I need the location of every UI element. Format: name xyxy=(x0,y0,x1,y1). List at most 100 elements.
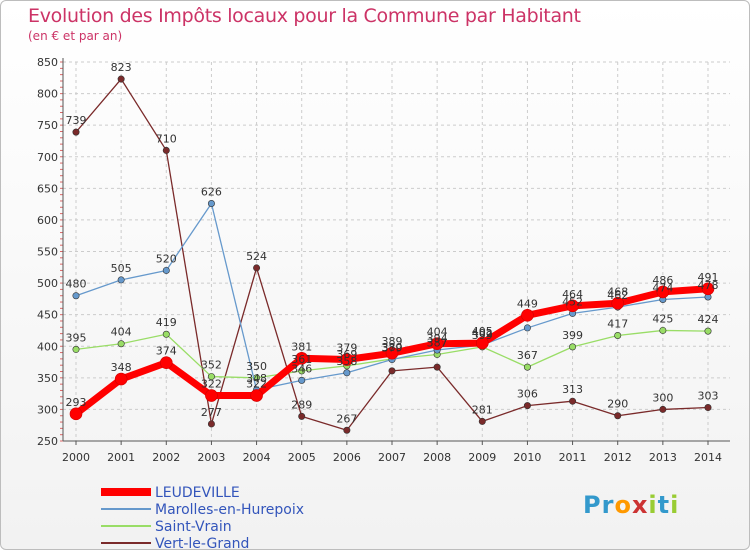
x-tick-label: 2012 xyxy=(604,451,632,464)
data-label: 524 xyxy=(246,250,267,263)
data-label: 394 xyxy=(427,332,448,345)
data-point-saint-vrain xyxy=(117,340,125,348)
logo-letter: t xyxy=(657,491,671,519)
data-point-vert-le-grand xyxy=(523,402,531,410)
axes: 250 300 350 400 450 500 550 600 650 700 750 800 850 2… xyxy=(37,56,730,464)
data-point-saint-vrain xyxy=(614,332,622,340)
proxiti-logo: Proxiti xyxy=(583,491,679,519)
y-tick-label: 400 xyxy=(37,340,58,353)
data-label: 369 xyxy=(336,348,357,361)
data-point-vert-le-grand xyxy=(207,420,215,428)
logo-letter: o xyxy=(614,491,632,519)
y-tick-label: 500 xyxy=(37,277,58,290)
logo-letter: x xyxy=(631,491,649,519)
y-tick-label: 550 xyxy=(37,246,58,259)
data-label: 395 xyxy=(66,331,87,344)
y-tick-label: 650 xyxy=(37,182,58,195)
data-point-marolles-en-hurepoix xyxy=(72,292,80,300)
data-label: 352 xyxy=(201,359,222,372)
data-label: 379 xyxy=(336,342,357,355)
data-label: 380 xyxy=(382,341,403,354)
data-label: 486 xyxy=(652,274,673,287)
data-point-marolles-en-hurepoix xyxy=(207,199,215,207)
data-point-leudeville xyxy=(159,356,173,369)
data-label: 361 xyxy=(291,353,312,366)
data-label: 739 xyxy=(66,114,87,127)
data-label: 505 xyxy=(111,262,132,275)
data-label: 374 xyxy=(156,345,177,358)
data-point-saint-vrain xyxy=(704,327,712,335)
data-point-vert-le-grand xyxy=(433,363,441,371)
data-label: 389 xyxy=(382,335,403,348)
logo-letter: P xyxy=(583,491,602,519)
legend-label: Vert-le-Grand xyxy=(155,536,249,550)
data-point-leudeville xyxy=(475,336,489,350)
data-label: 381 xyxy=(291,340,312,353)
logo-letter: i xyxy=(670,491,680,519)
y-tick-label: 850 xyxy=(37,56,58,69)
data-point-marolles-en-hurepoix xyxy=(343,369,351,377)
data-label: 293 xyxy=(66,396,87,409)
data-point-vert-le-grand xyxy=(72,128,80,136)
data-label: 290 xyxy=(607,398,628,411)
x-tick-label: 2004 xyxy=(243,451,271,464)
data-point-vert-le-grand xyxy=(659,405,667,413)
data-point-vert-le-grand xyxy=(253,264,261,272)
data-label: 348 xyxy=(111,361,132,374)
data-label: 480 xyxy=(66,278,87,291)
data-label: 464 xyxy=(562,288,583,301)
data-point-leudeville xyxy=(114,372,128,386)
chart-title: Evolution des Impôts locaux pour la Comm… xyxy=(28,5,581,27)
y-tick-label: 600 xyxy=(37,214,58,227)
data-point-saint-vrain xyxy=(207,373,215,381)
legend: LEUDEVILLEMarolles-en-HurepoixSaint-Vrai… xyxy=(101,485,304,550)
data-point-vert-le-grand xyxy=(478,417,486,425)
data-label: 346 xyxy=(291,362,312,375)
data-label: 300 xyxy=(652,391,673,404)
data-point-vert-le-grand xyxy=(614,412,622,420)
data-label: 306 xyxy=(517,388,538,401)
data-label: 468 xyxy=(607,285,628,298)
data-label: 350 xyxy=(246,360,267,373)
data-label: 452 xyxy=(562,295,583,308)
data-label: 478 xyxy=(698,279,719,292)
data-point-leudeville xyxy=(295,351,309,365)
data-label: 491 xyxy=(698,271,719,284)
data-label: 404 xyxy=(427,326,448,339)
data-label: 358 xyxy=(336,355,357,368)
y-tick-label: 800 xyxy=(37,88,58,101)
data-label: 710 xyxy=(156,132,177,145)
x-tick-label: 2014 xyxy=(694,451,722,464)
data-label: 399 xyxy=(472,329,493,342)
data-point-vert-le-grand xyxy=(704,404,712,412)
x-tick-label: 2009 xyxy=(468,451,496,464)
data-label: 626 xyxy=(201,185,222,198)
data-label: 405 xyxy=(472,325,493,338)
data-label: 424 xyxy=(698,313,719,326)
data-label: 303 xyxy=(698,390,719,403)
data-label: 425 xyxy=(652,312,673,325)
data-label: 313 xyxy=(562,383,583,396)
x-tick-label: 2013 xyxy=(649,451,677,464)
data-point-leudeville xyxy=(385,346,399,360)
chart-subtitle: (en € et par an) xyxy=(28,29,123,43)
x-tick-label: 2006 xyxy=(333,451,361,464)
data-label: 277 xyxy=(201,406,222,419)
data-point-vert-le-grand xyxy=(162,146,170,154)
data-point-saint-vrain xyxy=(72,345,80,353)
y-tick-label: 350 xyxy=(37,372,58,385)
data-point-saint-vrain xyxy=(569,343,577,351)
data-label: 379 xyxy=(382,342,403,355)
data-point-leudeville xyxy=(340,353,354,366)
data-point-vert-le-grand xyxy=(117,75,125,83)
data-point-marolles-en-hurepoix xyxy=(298,376,306,384)
data-label: 289 xyxy=(291,398,312,411)
x-tick-label: 2011 xyxy=(559,451,587,464)
data-label: 399 xyxy=(562,329,583,342)
x-tick-label: 2008 xyxy=(423,451,451,464)
data-label: 520 xyxy=(156,252,177,265)
x-tick-label: 2002 xyxy=(152,451,180,464)
data-point-saint-vrain xyxy=(659,326,667,334)
